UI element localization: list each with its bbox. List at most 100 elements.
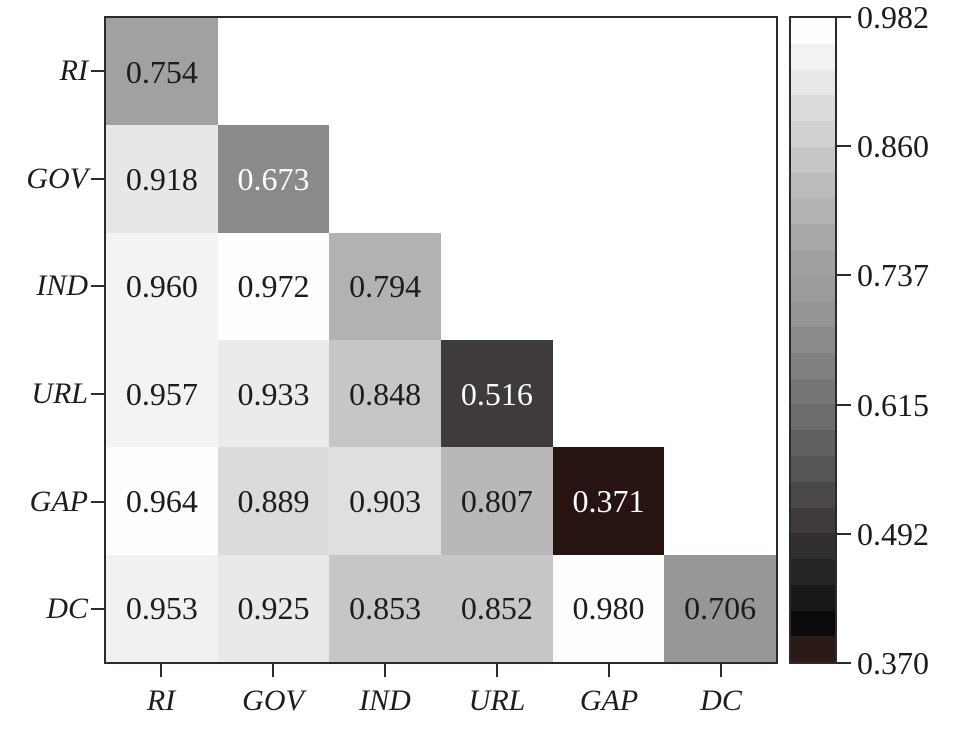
colorbar-tick-mark: [837, 145, 851, 148]
colorbar-tick-label: 0.370: [857, 645, 929, 681]
y-tick-mark: [91, 285, 104, 288]
colorbar-step: [791, 224, 835, 250]
colorbar-step: [791, 43, 835, 70]
heatmap-plot-area: 0.754 0.918 0.673 0.960 0.972 0.794 0.957 0.933…: [104, 16, 778, 664]
heatmap-cell: 0.972: [217, 232, 330, 340]
colorbar-step: [791, 456, 835, 482]
x-axis-label: DC: [700, 684, 742, 717]
heatmap-cell: 0.957: [106, 340, 218, 448]
heatmap-cell: 0.925: [217, 554, 330, 662]
heatmap-cell-empty: [441, 18, 553, 125]
colorbar-tick-label: 0.860: [857, 128, 929, 165]
colorbar-step: [791, 559, 835, 585]
x-axis-label: GOV: [242, 684, 304, 717]
colorbar-step: [791, 430, 835, 457]
colorbar-tick-label: 0.737: [857, 257, 929, 294]
heatmap-cell: 0.960: [106, 232, 218, 340]
heatmap-cell-empty: [329, 125, 441, 232]
heatmap-cell: 0.673: [217, 125, 330, 233]
heatmap-cell: 0.807: [440, 447, 553, 555]
heatmap-grid: 0.754 0.918 0.673 0.960 0.972 0.794 0.957 0.933…: [106, 18, 776, 662]
x-tick-mark: [160, 664, 162, 677]
heatmap-cell-empty: [553, 18, 665, 125]
heatmap-cell-empty: [553, 340, 665, 447]
colorbar-step: [791, 327, 835, 353]
colorbar-step: [791, 610, 835, 637]
colorbar-step: [791, 533, 835, 560]
colorbar-tick-mark: [837, 403, 851, 406]
x-tick-mark: [720, 664, 722, 677]
heatmap-cell: 0.706: [664, 554, 776, 662]
colorbar-step: [791, 275, 835, 302]
heatmap-cell-empty: [664, 233, 776, 340]
colorbar-step: [791, 249, 835, 276]
heatmap-cell: 0.848: [329, 340, 441, 448]
y-axis-label: GOV: [26, 161, 88, 195]
colorbar-tick-mark: [837, 662, 851, 664]
heatmap-cell-empty: [664, 125, 776, 232]
heatmap-cell-empty: [441, 125, 553, 232]
heatmap-cell-empty: [664, 447, 776, 554]
y-tick-mark: [91, 69, 104, 72]
heatmap-cell: 0.980: [552, 554, 665, 662]
x-tick-mark: [272, 664, 274, 677]
colorbar-step: [791, 301, 835, 328]
y-axis-label: GAP: [29, 484, 88, 518]
heatmap-cell: 0.903: [329, 447, 441, 555]
colorbar: [789, 16, 837, 664]
y-tick-mark: [91, 392, 104, 395]
x-tick-mark: [608, 664, 610, 677]
colorbar-step: [791, 198, 835, 225]
colorbar-step: [791, 95, 835, 122]
heatmap-cell-empty: [664, 340, 776, 447]
heatmap-cell: 0.794: [329, 232, 441, 340]
y-tick-mark: [91, 500, 104, 503]
colorbar-tick-mark: [837, 532, 851, 535]
heatmap-cell-empty: [553, 125, 665, 232]
colorbar-step: [791, 121, 835, 147]
heatmap-cell: 0.964: [106, 447, 218, 555]
heatmap-cell-empty: [664, 18, 776, 125]
colorbar-tick-label: 0.982: [857, 0, 929, 35]
colorbar-step: [791, 404, 835, 431]
x-tick-mark: [384, 664, 386, 677]
colorbar-tick-mark: [837, 16, 851, 18]
y-axis-label: IND: [36, 269, 88, 303]
x-axis-label: URL: [468, 684, 526, 717]
heatmap-cell-empty: [218, 18, 330, 125]
colorbar-step: [791, 146, 835, 173]
x-axis-label: GAP: [579, 684, 639, 717]
colorbar-tick-mark: [837, 274, 851, 277]
colorbar-step: [791, 18, 835, 44]
colorbar-step: [791, 378, 835, 405]
heatmap-cell: 0.852: [440, 554, 553, 662]
colorbar-tick-label: 0.615: [857, 386, 929, 423]
heatmap-cell-empty: [441, 233, 553, 340]
heatmap-cell-empty: [553, 233, 665, 340]
colorbar-step: [791, 172, 835, 199]
colorbar-step: [791, 69, 835, 96]
heatmap-cell: 0.516: [440, 340, 553, 448]
colorbar-tick-label: 0.492: [857, 515, 929, 552]
x-axis-label: RI: [146, 684, 176, 717]
y-axis-label: RI: [59, 53, 88, 87]
y-axis-label: DC: [46, 592, 88, 626]
heatmap-cell: 0.889: [217, 447, 330, 555]
y-tick-mark: [91, 608, 104, 611]
colorbar-step: [791, 352, 835, 379]
heatmap-cell: 0.933: [217, 340, 330, 448]
colorbar-step: [791, 507, 835, 534]
heatmap-cell: 0.953: [106, 554, 218, 662]
colorbar-step: [791, 481, 835, 508]
y-axis-label: URL: [31, 376, 88, 410]
heatmap-cell: 0.754: [106, 18, 218, 126]
x-tick-mark: [496, 664, 498, 677]
x-axis-label: IND: [359, 684, 411, 717]
heatmap-cell: 0.371: [552, 447, 665, 555]
colorbar-step: [791, 636, 835, 663]
heatmap-cell-empty: [329, 18, 441, 125]
y-tick-mark: [91, 177, 104, 180]
colorbar-step: [791, 584, 835, 611]
heatmap-cell: 0.918: [106, 125, 218, 233]
